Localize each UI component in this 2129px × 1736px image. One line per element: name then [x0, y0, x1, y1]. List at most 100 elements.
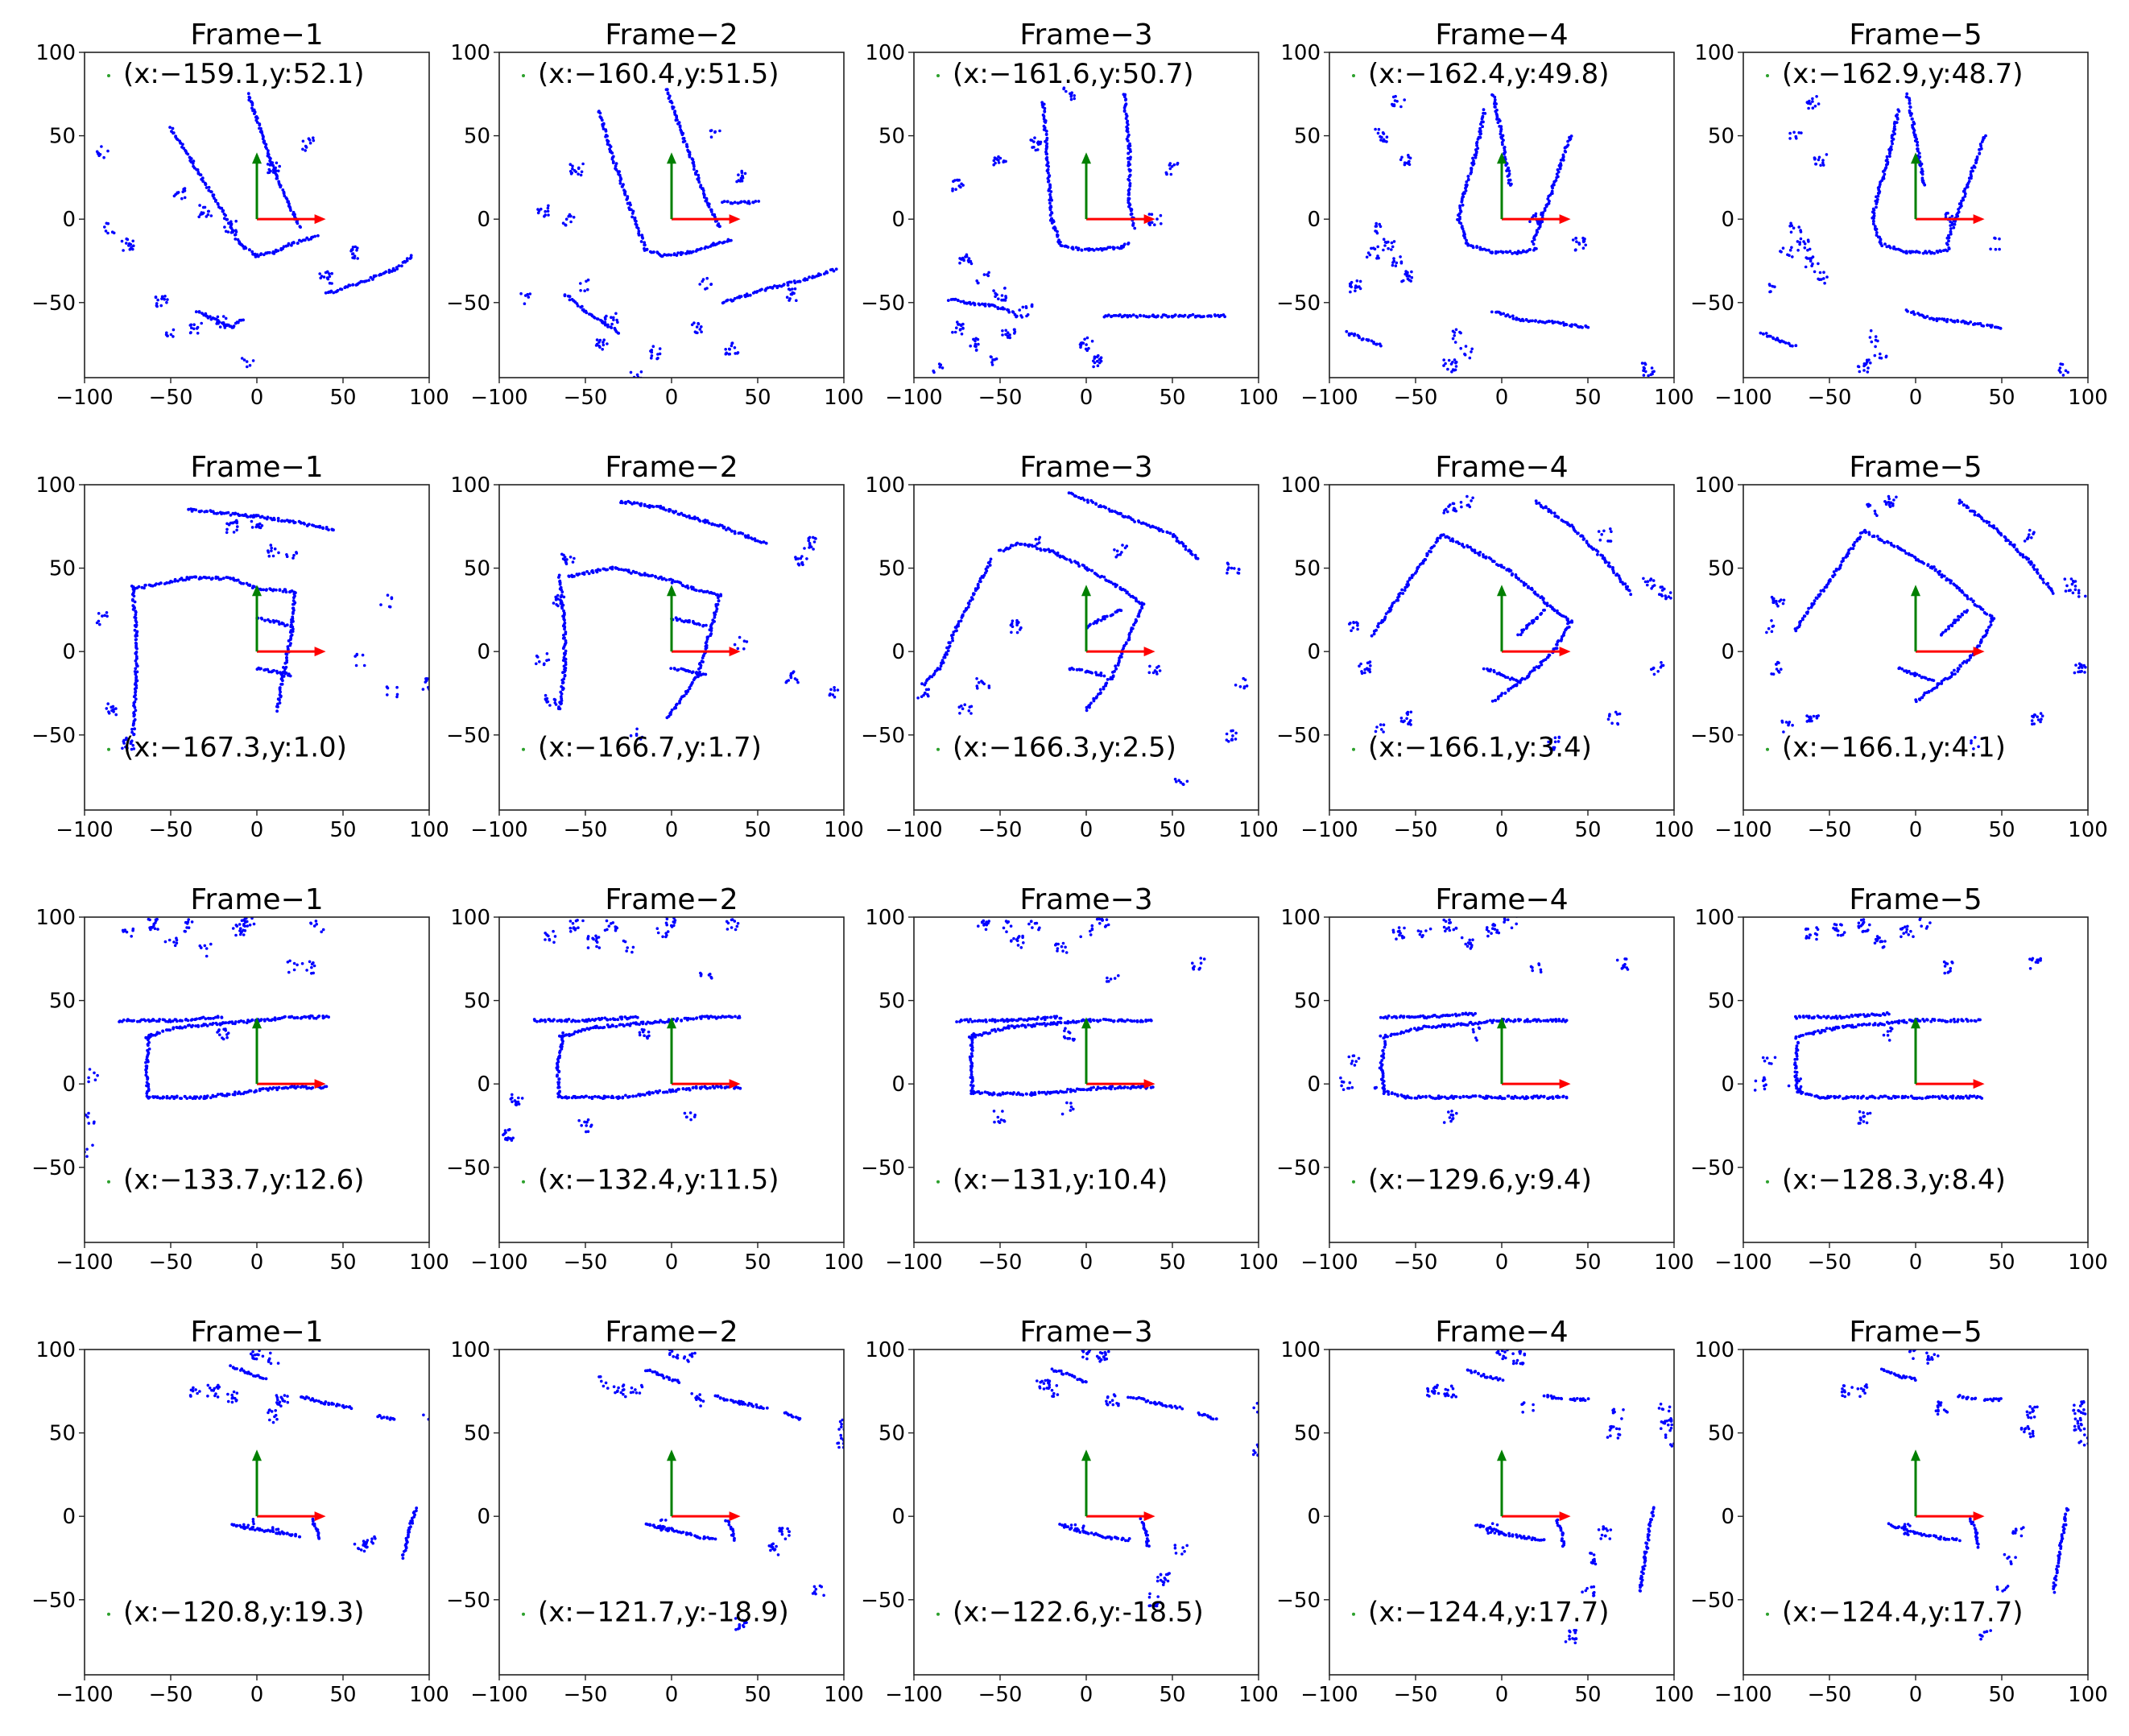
- scan-point: [676, 251, 680, 254]
- scan-point: [1021, 305, 1025, 309]
- scan-point: [1081, 496, 1085, 500]
- scan-point: [259, 588, 263, 592]
- scan-point: [538, 660, 541, 663]
- scan-point: [393, 269, 397, 272]
- point-cluster: [932, 362, 945, 374]
- scan-point: [268, 159, 272, 163]
- x-arrow-head: [729, 214, 741, 225]
- scan-point: [1563, 149, 1567, 153]
- scan-point: [103, 614, 106, 618]
- scan-point: [421, 688, 425, 691]
- point-cluster: [121, 736, 136, 751]
- x-arrow-head: [314, 214, 326, 225]
- scan-point: [192, 159, 196, 163]
- scan-point: [270, 546, 274, 550]
- scan-point: [701, 188, 705, 192]
- scan-point: [688, 687, 692, 690]
- point-segment: [1370, 533, 1444, 638]
- scan-point: [688, 516, 692, 520]
- scan-point: [155, 582, 159, 585]
- scan-point: [1866, 360, 1869, 364]
- scan-point: [668, 508, 672, 511]
- scan-point: [1102, 614, 1106, 618]
- scan-point: [922, 693, 925, 697]
- scan-point: [374, 274, 378, 278]
- scan-point: [702, 196, 706, 199]
- scan-point: [1109, 677, 1112, 681]
- scan-point: [656, 505, 660, 508]
- scan-point: [384, 270, 388, 274]
- scan-point: [1457, 542, 1461, 545]
- scan-point: [1544, 506, 1548, 510]
- plot-area: [1765, 494, 2087, 750]
- scan-point: [1598, 538, 1602, 542]
- scan-point: [635, 501, 639, 505]
- scan-point: [254, 514, 258, 517]
- point-cluster: [794, 555, 808, 567]
- scan-point: [189, 331, 192, 334]
- scan-point: [1355, 279, 1359, 283]
- scan-point: [405, 257, 409, 261]
- scan-point: [650, 356, 653, 360]
- point-cluster: [103, 221, 116, 235]
- scan-point: [645, 247, 649, 251]
- scan-point: [1099, 618, 1103, 622]
- scan-point: [1811, 106, 1815, 110]
- scan-point: [1908, 101, 1912, 105]
- scan-point: [1375, 342, 1379, 346]
- scan-point: [1559, 321, 1563, 325]
- scan-point: [1131, 224, 1135, 227]
- scan-point: [547, 213, 550, 217]
- scan-point: [1400, 155, 1403, 159]
- point-cluster: [1234, 676, 1249, 690]
- scan-point: [1225, 738, 1229, 742]
- scan-point: [1966, 322, 1970, 325]
- scan-point: [1629, 593, 1633, 597]
- x-tick-label: 0: [1495, 386, 1509, 410]
- scan-point: [286, 645, 290, 648]
- scan-point: [733, 531, 737, 535]
- scan-point: [1791, 344, 1794, 348]
- scan-point: [1947, 246, 1951, 250]
- scan-point: [610, 316, 613, 320]
- x-arrow-head: [1973, 214, 1985, 225]
- scan-point: [1798, 242, 1801, 246]
- scan-point: [134, 634, 138, 638]
- point-segment: [134, 575, 297, 713]
- scan-point: [1015, 542, 1019, 545]
- scan-point: [1554, 179, 1558, 182]
- scan-point: [1871, 220, 1875, 223]
- point-cluster: [223, 219, 238, 234]
- scan-point: [1233, 567, 1236, 570]
- scan-point: [678, 125, 682, 129]
- scan-point: [256, 523, 260, 527]
- scan-point: [1127, 134, 1130, 138]
- y-arrow-head: [252, 152, 262, 164]
- scan-point: [1646, 583, 1649, 587]
- x-tick-label: 100: [409, 818, 449, 842]
- scan-point: [1559, 159, 1563, 162]
- scan-point: [686, 586, 690, 590]
- scan-point: [672, 706, 676, 710]
- scan-point: [1935, 319, 1939, 323]
- scan-point: [1787, 341, 1791, 345]
- scan-point: [1869, 361, 1872, 365]
- scan-point: [1508, 178, 1512, 182]
- scan-point: [739, 200, 743, 204]
- scan-point: [718, 129, 721, 133]
- scan-point: [134, 610, 138, 614]
- scan-point: [1050, 198, 1053, 202]
- scan-point: [180, 196, 184, 200]
- scan-point: [1987, 520, 1991, 524]
- scan-point: [1905, 92, 1909, 96]
- scan-point: [1811, 97, 1814, 101]
- scan-point: [1118, 656, 1121, 660]
- scan-point: [308, 523, 311, 526]
- scan-point: [698, 519, 702, 523]
- scan-point: [1098, 358, 1102, 362]
- scan-point: [1569, 134, 1573, 138]
- scan-point: [1044, 152, 1048, 156]
- scan-point: [763, 288, 767, 292]
- scan-point: [720, 523, 724, 527]
- scan-point: [1652, 672, 1656, 676]
